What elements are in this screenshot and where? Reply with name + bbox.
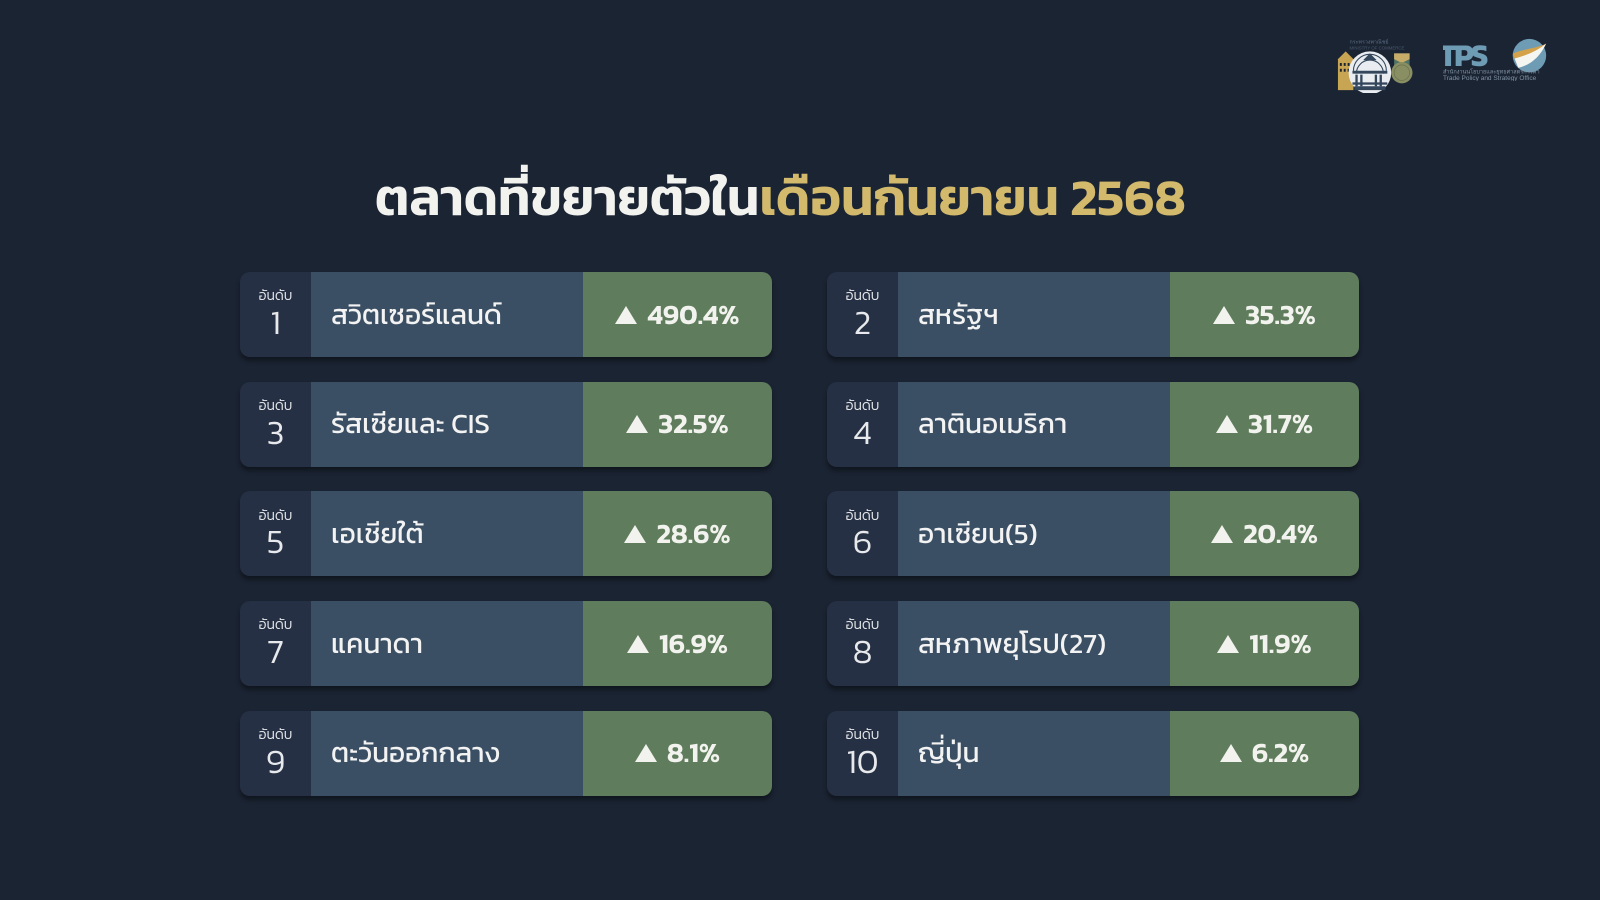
svg-text:MINISTRY OF COMMERCE: MINISTRY OF COMMERCE: [1350, 45, 1405, 50]
svg-text:Trade Policy and Strategy Offi: Trade Policy and Strategy Office: [1443, 75, 1537, 81]
